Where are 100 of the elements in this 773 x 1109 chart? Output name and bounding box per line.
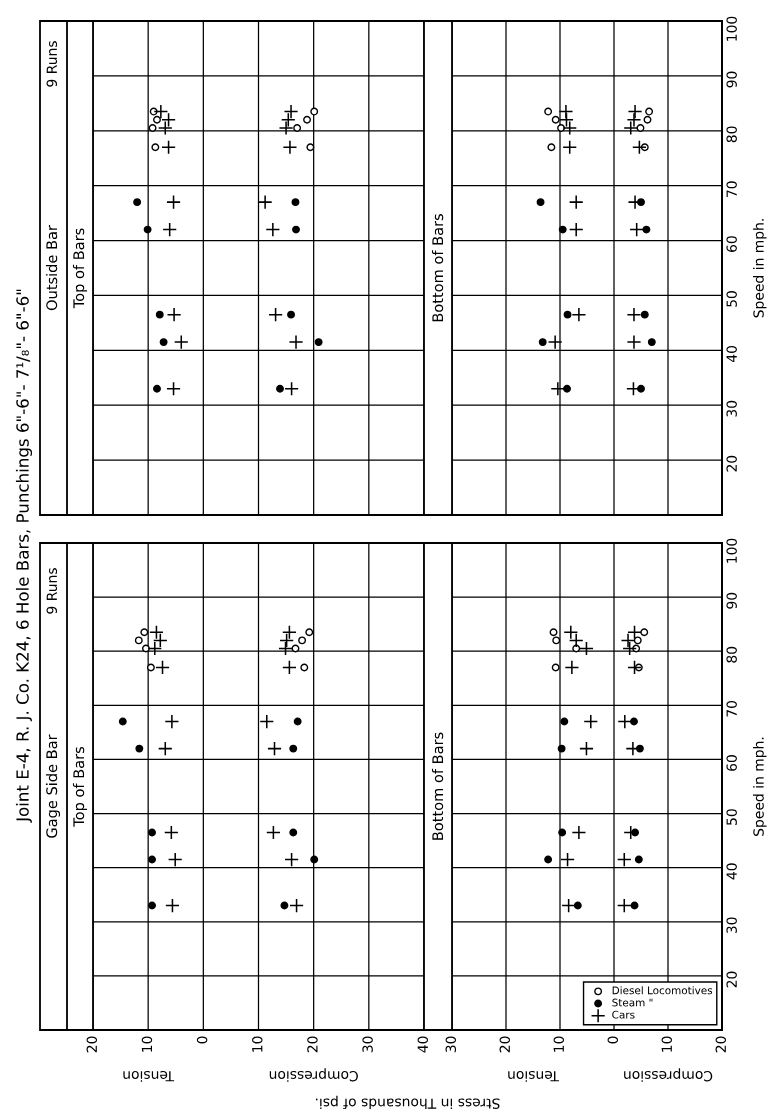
point (289, 744, 298, 753)
x-tick-label: 10 (553, 1036, 565, 1052)
point (267, 741, 282, 756)
point (627, 660, 642, 675)
point (283, 104, 299, 119)
point (282, 660, 297, 675)
point (549, 628, 558, 637)
point (547, 143, 556, 152)
point (163, 825, 179, 840)
x-axis-title: Stress in Thousands of psi. (316, 1095, 500, 1109)
point (630, 901, 639, 910)
point (579, 741, 594, 756)
point (558, 104, 574, 119)
point (550, 381, 566, 397)
point (306, 143, 315, 152)
y-tick-label: 30 (726, 917, 737, 934)
point (626, 112, 642, 128)
x-tick-label: 30 (445, 1036, 457, 1053)
text: Outside Bar (45, 225, 58, 311)
point (636, 124, 645, 132)
point (629, 222, 645, 237)
point (164, 714, 180, 729)
point (310, 855, 319, 864)
point (579, 641, 594, 656)
y-tick-label: 90 (726, 592, 737, 609)
y-tick-label: 30 (726, 400, 737, 417)
point (633, 636, 642, 645)
point (161, 139, 176, 155)
point (536, 198, 545, 207)
y-tick-label: 70 (726, 700, 737, 717)
point (626, 307, 642, 323)
y-axis-title: Speed in mph. (753, 219, 767, 318)
y-tick-label: 100 (726, 16, 737, 41)
point (573, 901, 582, 910)
text: Compression (269, 1068, 358, 1082)
x-tick-label: 20 (307, 1036, 318, 1053)
y-tick-label: 20 (726, 455, 737, 472)
point (135, 744, 144, 753)
point (560, 717, 569, 726)
point (557, 124, 566, 132)
point (544, 107, 553, 116)
point (151, 143, 160, 152)
point (289, 898, 304, 913)
y-tick-label: 90 (726, 71, 737, 88)
x-tick-label: 20 (499, 1036, 511, 1053)
text: Tension (123, 1070, 175, 1082)
legend-label: Diesel Locomotives (612, 986, 713, 995)
y-tick-label: 50 (726, 291, 737, 307)
point (300, 663, 309, 672)
point (564, 660, 580, 675)
point (622, 641, 638, 656)
point (143, 225, 152, 234)
point (563, 624, 579, 640)
point (276, 384, 284, 393)
legend-label: Cars (612, 1010, 635, 1019)
point (630, 717, 638, 726)
point (568, 222, 584, 237)
x-tick-label: 40 (417, 1036, 429, 1053)
point (161, 112, 176, 128)
point (547, 334, 563, 350)
point (568, 633, 584, 648)
point (562, 120, 578, 136)
point (298, 636, 307, 645)
point (155, 310, 164, 319)
point (287, 310, 296, 319)
text: 9 Runs (46, 568, 58, 614)
text: Gage Side Bar (45, 734, 61, 838)
point (265, 222, 281, 237)
point (284, 852, 299, 867)
point (282, 139, 298, 155)
point (634, 855, 643, 864)
point (167, 852, 183, 867)
point (134, 636, 143, 645)
point (538, 338, 547, 347)
point (282, 624, 297, 640)
y-tick-label: 100 (726, 538, 737, 563)
point (561, 898, 576, 913)
point (583, 714, 599, 729)
x-tick-label: 10 (661, 1036, 673, 1052)
point (647, 338, 656, 347)
point (314, 338, 323, 347)
y-tick-label: 80 (726, 646, 737, 663)
point (551, 663, 560, 672)
point (142, 644, 150, 653)
point (257, 194, 273, 210)
x-tick-label: 0 (607, 1036, 619, 1044)
point (616, 898, 632, 913)
y-tick-label: 40 (726, 345, 737, 363)
point (266, 825, 281, 840)
point (146, 663, 155, 672)
point (562, 139, 578, 155)
x-tick-label: 0 (196, 1036, 208, 1044)
point (148, 855, 156, 864)
point (133, 198, 142, 207)
point (280, 901, 289, 910)
point (173, 334, 189, 350)
point (289, 828, 298, 837)
y-tick-label: 60 (726, 236, 737, 252)
point (284, 381, 299, 397)
point (551, 115, 560, 124)
